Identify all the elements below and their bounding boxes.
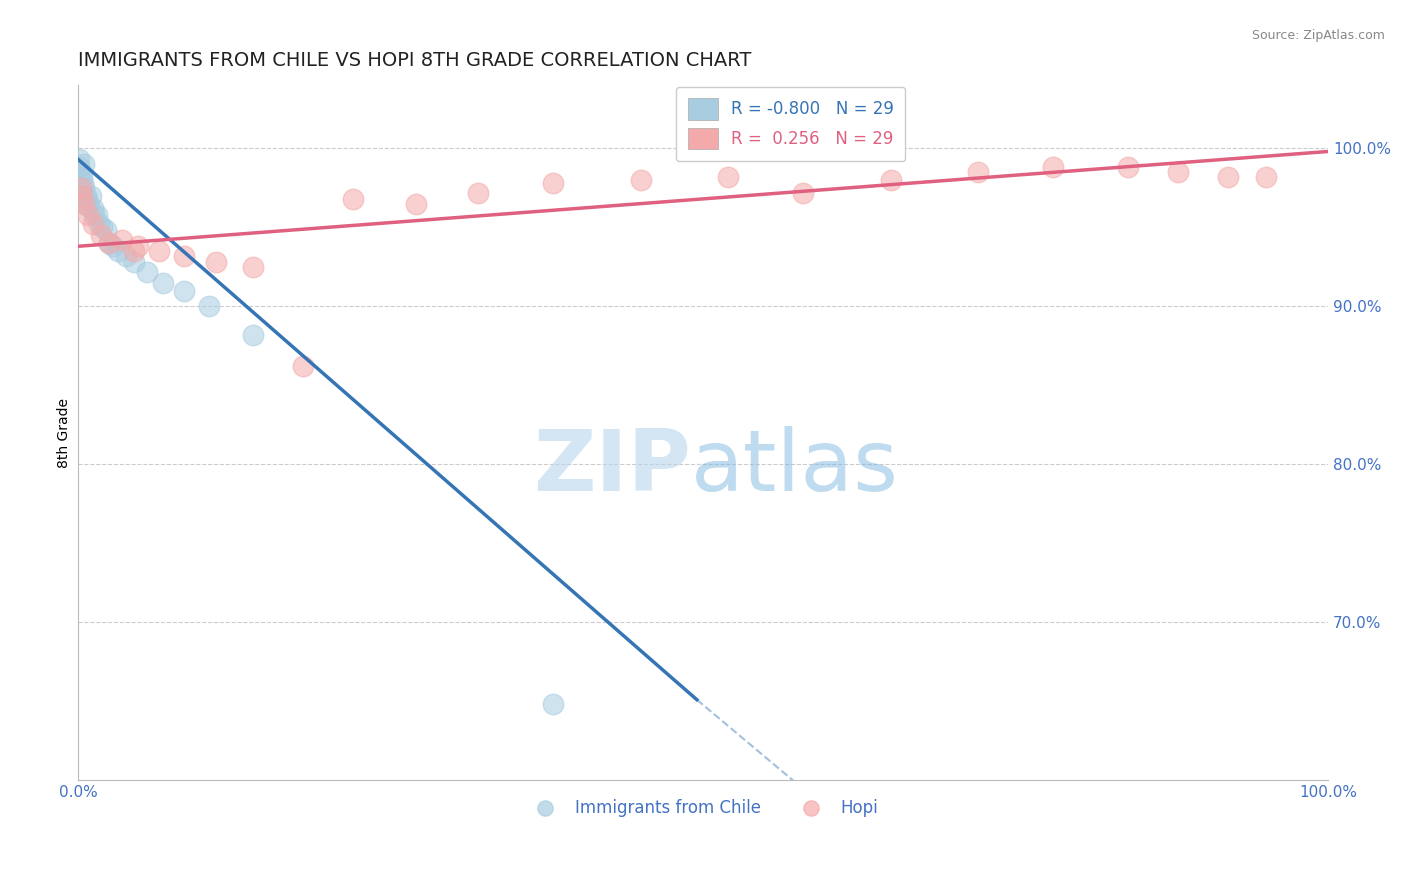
Point — [98, 236, 121, 251]
Point — [879, 173, 901, 187]
Point — [98, 236, 121, 251]
Point — [1167, 165, 1189, 179]
Point — [90, 228, 112, 243]
Text: atlas: atlas — [690, 426, 898, 509]
Point — [198, 299, 221, 313]
Point — [90, 220, 112, 235]
Point — [173, 284, 195, 298]
Point — [967, 165, 990, 179]
Point — [630, 173, 652, 187]
Point — [342, 192, 364, 206]
Text: Source: ZipAtlas.com: Source: ZipAtlas.com — [1251, 29, 1385, 42]
Point — [82, 217, 104, 231]
Point — [792, 186, 814, 200]
Point — [67, 153, 90, 167]
Point — [717, 169, 740, 184]
Point — [72, 176, 94, 190]
Point — [82, 202, 104, 216]
Point — [69, 165, 91, 179]
Point — [152, 276, 174, 290]
Point — [1042, 161, 1064, 175]
Point — [204, 255, 226, 269]
Point — [1254, 169, 1277, 184]
Point — [467, 186, 489, 200]
Point — [114, 249, 136, 263]
Point — [79, 200, 101, 214]
Point — [89, 217, 111, 231]
Point — [242, 260, 264, 274]
Point — [73, 181, 96, 195]
Point — [541, 698, 564, 712]
Point — [79, 188, 101, 202]
Point — [101, 239, 124, 253]
Point — [70, 188, 93, 202]
Y-axis label: 8th Grade: 8th Grade — [58, 398, 72, 467]
Point — [135, 264, 157, 278]
Point — [127, 239, 149, 253]
Point — [83, 208, 105, 222]
Point — [1216, 169, 1239, 184]
Legend: Immigrants from Chile, Hopi: Immigrants from Chile, Hopi — [522, 793, 884, 824]
Point — [173, 249, 195, 263]
Point — [94, 223, 117, 237]
Point — [107, 244, 129, 258]
Point — [77, 208, 100, 222]
Point — [76, 192, 98, 206]
Point — [1116, 161, 1139, 175]
Point — [69, 181, 91, 195]
Point — [86, 208, 108, 222]
Text: IMMIGRANTS FROM CHILE VS HOPI 8TH GRADE CORRELATION CHART: IMMIGRANTS FROM CHILE VS HOPI 8TH GRADE … — [79, 51, 751, 70]
Point — [405, 196, 427, 211]
Point — [242, 327, 264, 342]
Text: ZIP: ZIP — [533, 426, 690, 509]
Point — [67, 161, 90, 175]
Point — [124, 255, 146, 269]
Point — [148, 244, 170, 258]
Point — [541, 176, 564, 190]
Point — [292, 359, 315, 374]
Point — [70, 169, 93, 184]
Point — [124, 244, 146, 258]
Point — [75, 188, 97, 202]
Point — [77, 196, 100, 211]
Point — [111, 233, 134, 247]
Point — [73, 157, 96, 171]
Point — [73, 196, 96, 211]
